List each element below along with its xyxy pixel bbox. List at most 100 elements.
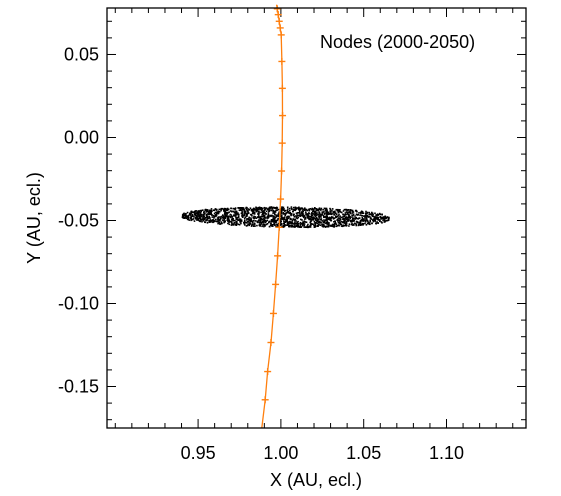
- node-point: [329, 210, 331, 212]
- node-point: [333, 224, 336, 226]
- node-point: [275, 209, 277, 211]
- node-point: [294, 208, 297, 211]
- node-point: [256, 209, 259, 212]
- node-point: [231, 218, 233, 221]
- node-point: [224, 220, 226, 222]
- node-point: [360, 211, 363, 214]
- node-point: [325, 211, 328, 213]
- node-point: [257, 215, 260, 217]
- node-point: [317, 213, 319, 216]
- node-point: [287, 210, 290, 213]
- orbit-marker: [272, 280, 280, 288]
- node-point: [367, 216, 369, 218]
- node-point: [213, 216, 215, 218]
- node-point: [241, 215, 243, 218]
- node-point: [266, 223, 269, 225]
- node-point: [299, 225, 301, 227]
- node-point: [229, 216, 232, 219]
- node-point: [332, 218, 335, 220]
- node-point: [363, 219, 366, 221]
- node-point: [352, 217, 355, 219]
- node-point: [281, 225, 283, 228]
- node-point: [271, 220, 274, 222]
- node-point: [245, 215, 248, 218]
- node-point: [289, 207, 291, 210]
- node-point: [299, 223, 302, 226]
- node-point: [309, 226, 312, 228]
- node-point: [372, 213, 374, 216]
- node-point: [314, 223, 317, 226]
- node-point: [259, 219, 262, 222]
- node-point: [206, 222, 209, 224]
- node-point: [209, 211, 212, 214]
- node-point: [251, 221, 254, 223]
- node-point: [204, 217, 207, 219]
- node-point: [314, 210, 317, 213]
- node-point: [230, 214, 233, 216]
- node-point: [190, 219, 192, 222]
- node-point: [373, 218, 375, 220]
- node-point: [253, 222, 256, 225]
- orbit-marker: [274, 252, 282, 260]
- node-point: [248, 216, 251, 219]
- node-point: [253, 211, 255, 214]
- node-point: [201, 218, 203, 220]
- node-point: [237, 215, 240, 217]
- node-point: [202, 217, 204, 220]
- node-point: [344, 224, 346, 227]
- node-point: [194, 213, 196, 216]
- node-point: [375, 218, 378, 220]
- node-point: [370, 213, 373, 215]
- node-point: [198, 210, 200, 212]
- node-point: [222, 208, 225, 211]
- node-point: [282, 206, 285, 209]
- node-point: [290, 208, 293, 210]
- node-point: [254, 225, 256, 227]
- tick-marks: [107, 8, 526, 428]
- node-point: [245, 210, 247, 213]
- node-point: [208, 212, 211, 215]
- node-point: [256, 224, 258, 227]
- node-point: [232, 224, 234, 226]
- node-point: [213, 217, 215, 219]
- orbit-marker: [264, 368, 272, 376]
- node-point: [239, 218, 242, 220]
- node-cloud: [181, 206, 390, 229]
- node-point: [371, 212, 374, 215]
- node-point: [292, 226, 294, 228]
- node-point: [223, 210, 226, 212]
- node-point: [319, 218, 322, 221]
- node-point: [197, 215, 199, 217]
- node-point: [308, 215, 310, 218]
- node-point: [264, 208, 267, 210]
- node-point: [217, 222, 219, 225]
- node-point: [272, 219, 274, 221]
- node-point: [246, 218, 248, 220]
- node-point: [374, 212, 376, 215]
- node-point: [249, 213, 252, 216]
- node-point: [265, 220, 268, 222]
- node-point: [264, 219, 266, 222]
- node-point: [322, 211, 325, 213]
- node-point: [316, 212, 318, 214]
- node-point: [238, 223, 241, 226]
- node-point: [187, 218, 189, 220]
- node-point: [218, 210, 221, 213]
- node-point: [305, 213, 307, 216]
- plot-frame: [106, 7, 527, 429]
- node-point: [373, 215, 375, 218]
- node-point: [191, 218, 194, 221]
- node-point: [313, 224, 315, 226]
- node-point: [238, 219, 241, 221]
- node-point: [306, 215, 308, 217]
- node-point: [311, 209, 313, 211]
- node-point: [297, 223, 300, 225]
- node-point: [339, 218, 342, 221]
- node-point: [298, 210, 301, 212]
- node-point: [352, 220, 354, 222]
- node-point: [234, 207, 237, 209]
- node-point: [216, 219, 219, 221]
- y-tick-label: 0.00: [64, 127, 99, 147]
- node-point: [253, 207, 255, 210]
- node-point: [280, 220, 282, 223]
